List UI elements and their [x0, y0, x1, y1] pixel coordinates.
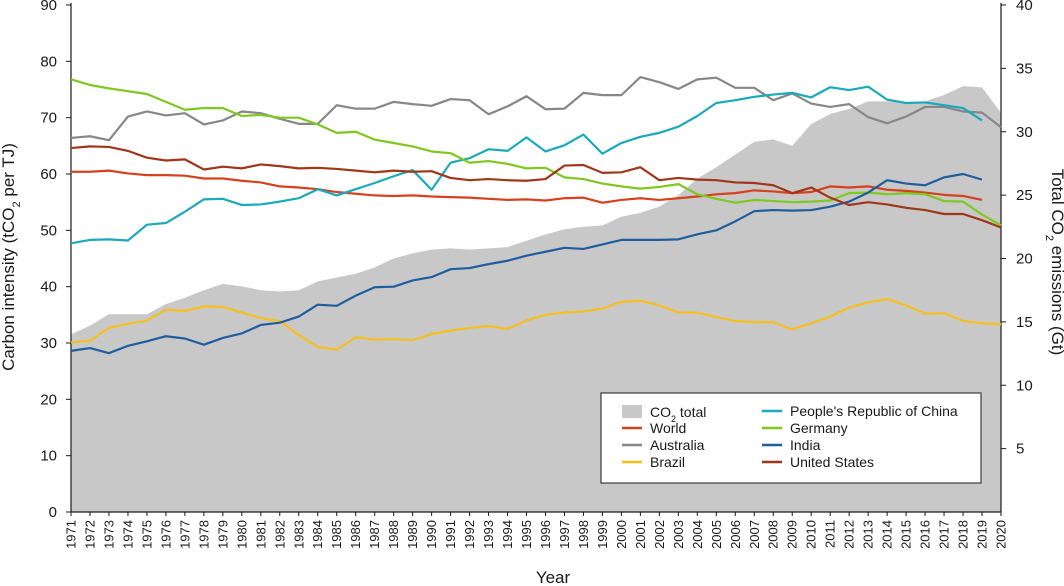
x-tick-label: 1977 — [177, 520, 192, 549]
x-tick-label: 1986 — [348, 520, 363, 549]
legend-label-australia: Australia — [650, 437, 705, 453]
x-tick-label: 2001 — [633, 520, 648, 549]
x-tick-label: 2013 — [861, 520, 876, 549]
right-tick-label: 30 — [1016, 124, 1033, 141]
x-tick-label: 2006 — [728, 520, 743, 549]
right-tick-label: 25 — [1016, 187, 1033, 204]
left-axis-title: Carbon intensity (tCO2 per TJ) — [0, 143, 23, 371]
left-tick-label: 90 — [40, 0, 57, 14]
right-tick-label: 35 — [1016, 60, 1033, 77]
right-tick-label: 15 — [1016, 314, 1033, 331]
x-axis-title: Year — [536, 568, 571, 586]
left-tick-label: 10 — [40, 448, 57, 465]
series-line-india — [70, 172, 983, 355]
x-tick-label: 2017 — [937, 520, 952, 549]
x-tick-label: 1997 — [557, 520, 572, 549]
x-tick-label: 1985 — [329, 520, 344, 549]
legend-label-people-s-republic-of-china: People's Republic of China — [790, 403, 958, 419]
axes — [70, 3, 1002, 513]
right-tick-label: 5 — [1016, 441, 1024, 458]
x-tick-label: 1992 — [462, 520, 477, 549]
x-tick-label: 1971 — [64, 520, 79, 549]
x-tick-label: 2004 — [690, 520, 705, 549]
x-tick-label: 1999 — [595, 520, 610, 549]
x-tick-label: 2020 — [994, 520, 1009, 549]
left-tick-label: 80 — [40, 53, 57, 70]
series-line-germany — [70, 78, 1002, 227]
x-tick-label: 2002 — [652, 520, 667, 549]
right-tick-label: 20 — [1016, 251, 1033, 268]
x-tick-label: 1978 — [196, 520, 211, 549]
legend-label-brazil: Brazil — [650, 454, 685, 470]
x-tick-label: 1979 — [215, 520, 230, 549]
x-tick-label: 1972 — [82, 520, 97, 549]
left-tick-label: 40 — [40, 279, 57, 296]
series-line-australia — [70, 76, 1002, 142]
x-tick-label: 2009 — [785, 520, 800, 549]
legend-label-world: World — [650, 420, 686, 436]
x-tick-label: 2008 — [766, 520, 781, 549]
x-tick-label: 1996 — [538, 520, 553, 549]
right-tick-label: 40 — [1016, 0, 1033, 14]
series-line-united-states — [70, 145, 1002, 229]
x-tick-label: 1988 — [386, 520, 401, 549]
legend-label-co2-total: CO2 total — [650, 404, 706, 424]
series-line-brazil — [70, 297, 1002, 351]
legend-box — [600, 392, 982, 484]
series-lines — [70, 76, 1002, 355]
x-tick-label: 1983 — [291, 520, 306, 549]
x-tick-label: 2005 — [709, 520, 724, 549]
right-tick-label: 10 — [1016, 377, 1033, 394]
x-tick-label: 2012 — [842, 520, 857, 549]
x-tick-label: 1990 — [424, 520, 439, 549]
x-tick-label: 2010 — [804, 520, 819, 549]
x-tick-label: 1993 — [481, 520, 496, 549]
x-tick-label: 2007 — [747, 520, 762, 549]
x-tick-label: 1981 — [253, 520, 268, 549]
legend-label-germany: Germany — [790, 420, 848, 436]
x-tick-label: 1984 — [310, 520, 325, 549]
left-tick-label: 20 — [40, 391, 57, 408]
legend-swatch-co2-total — [622, 405, 642, 418]
x-tick-label: 2018 — [956, 520, 971, 549]
x-tick-label: 2011 — [823, 520, 838, 548]
series-line-world — [71, 169, 983, 204]
left-tick-label: 60 — [40, 166, 57, 183]
legend-label-united-states: United States — [790, 454, 874, 470]
x-tick-label: 1974 — [120, 520, 135, 549]
left-tick-label: 50 — [40, 222, 57, 239]
x-tick-label: 2015 — [899, 520, 914, 549]
x-tick-label: 1998 — [576, 520, 591, 549]
x-tick-label: 1973 — [101, 520, 116, 549]
left-tick-label: 30 — [40, 335, 57, 352]
x-tick-label: 1994 — [500, 520, 515, 549]
x-tick-label: 1995 — [519, 520, 534, 549]
x-tick-label: 2014 — [880, 520, 895, 549]
left-tick-label: 0 — [49, 504, 57, 521]
x-tick-label: 2003 — [671, 520, 686, 549]
x-tick-label: 1987 — [367, 520, 382, 549]
right-axis-title: Total CO2 emissions (Gt) — [1043, 169, 1064, 356]
x-tick-label: 1980 — [234, 520, 249, 549]
x-tick-label: 2019 — [975, 520, 990, 549]
x-tick-label: 1982 — [272, 520, 287, 549]
left-tick-label: 70 — [40, 110, 57, 127]
x-tick-label: 1975 — [139, 520, 154, 549]
x-tick-label: 2000 — [614, 520, 629, 549]
series-line-people-s-republic-of-china — [70, 85, 983, 245]
x-tick-label: 1991 — [443, 520, 458, 549]
x-tick-label: 1989 — [405, 520, 420, 549]
legend-label-india: India — [790, 437, 821, 453]
x-tick-label: 2016 — [918, 520, 933, 549]
x-tick-label: 1976 — [158, 520, 173, 549]
